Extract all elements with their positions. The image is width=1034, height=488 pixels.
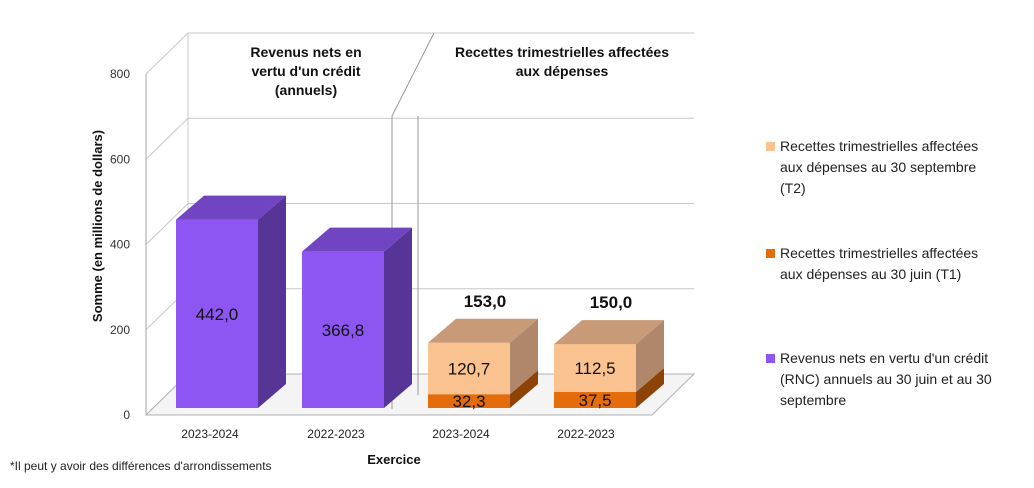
x-category-label-2-1: 2023-2024	[432, 427, 490, 441]
y-tick-label-600: 600	[110, 152, 130, 166]
legend-label-t1-line2: aux dépenses au 30 juin (T1)	[780, 266, 962, 282]
legend-swatch-rnc	[766, 354, 775, 363]
legend-label-t2-line3: (T2)	[780, 180, 806, 196]
bar-2-2-t1-side	[636, 368, 664, 408]
legend-label-t2-line1: Recettes trimestrielles affectées	[780, 138, 979, 154]
legend-label-rnc-line2: (RNC) annuels au 30 juin et au 30	[780, 371, 992, 387]
legend-label-t1-line1: Recettes trimestrielles affectées	[780, 245, 979, 261]
bar-top-1-1	[176, 195, 286, 220]
legend-item-t1: Recettes trimestrielles affectées aux dé…	[766, 243, 1028, 285]
bar-2-2-t2-side	[636, 320, 664, 393]
legend-swatch-t1	[766, 249, 775, 258]
x-axis-title: Exercice	[367, 452, 421, 467]
bar-label-1-1-rnc: 442,0	[196, 305, 239, 324]
bar-1-1-rnc-side	[258, 195, 286, 408]
panel-title-2-line-1: Recettes trimestrielles affectées	[455, 44, 669, 60]
legend-label-t2-line2: aux dépenses au 30 septembre	[780, 159, 977, 175]
bar-label-2-1-t1: 32,3	[452, 392, 485, 411]
legend-item-t2: Recettes trimestrielles affectées aux dé…	[766, 136, 1028, 199]
panel-divider-top	[391, 32, 435, 117]
y-tick-label-200: 200	[110, 323, 130, 337]
bar-1-2-rnc-side	[384, 227, 412, 408]
gridline-side-600	[145, 117, 189, 160]
bar-top-2-1	[428, 318, 538, 343]
bar-2-2-t1-front	[554, 392, 636, 408]
bar-1-1-rnc-front	[176, 219, 258, 408]
legend-label-rnc-line1: Revenus nets en vertu d'un crédit	[780, 350, 989, 366]
bar-label-2-1-t2: 120,7	[448, 360, 491, 379]
bar-label-1-2-rnc: 366,8	[322, 321, 365, 340]
x-category-label-2-2: 2022-2023	[557, 427, 615, 441]
gridline-side-800	[145, 32, 189, 75]
bar-2-1-t2-front	[428, 342, 510, 395]
panel-title-1-line-1: Revenus nets en	[250, 44, 361, 60]
y-tick-label-400: 400	[110, 238, 130, 252]
y-axis-title: Somme (en millions de dollars)	[90, 130, 105, 322]
bar-1-2-rnc-front	[302, 251, 384, 408]
total-label-2-1: 153,0	[464, 292, 507, 311]
gridline-side-400	[145, 203, 189, 245]
y-tick-label-0: 0	[123, 408, 130, 422]
legend-item-rnc: Revenus nets en vertu d'un crédit (RNC) …	[766, 348, 1028, 411]
panel-title-2-line-2: aux dépenses	[516, 63, 609, 79]
bar-label-2-2-t2: 112,5	[574, 359, 615, 378]
bar-label-2-2-t1: 37,5	[578, 391, 611, 410]
total-label-2-2: 150,0	[590, 293, 633, 312]
y-tick-label-800: 800	[110, 67, 130, 81]
bar-2-1-t2-side	[510, 318, 538, 395]
bar-top-1-2	[302, 227, 412, 252]
bar-2-1-t1-front	[428, 394, 510, 408]
footnote: *Il peut y avoir des différences d'arron…	[10, 459, 272, 473]
x-category-label-1-2: 2022-2023	[307, 427, 365, 441]
legend-swatch-t2	[766, 142, 775, 151]
bar-2-1-t1-side	[510, 370, 538, 408]
panel-title-1-line-3: (annuels)	[275, 82, 337, 98]
bar-top-2-2	[554, 320, 664, 345]
legend-label-rnc-line3: septembre	[780, 392, 847, 408]
panel-title-1-line-2: vertu d'un crédit	[251, 63, 360, 79]
bar-2-2-t2-front	[554, 344, 636, 393]
x-category-label-1-1: 2023-2024	[181, 427, 239, 441]
